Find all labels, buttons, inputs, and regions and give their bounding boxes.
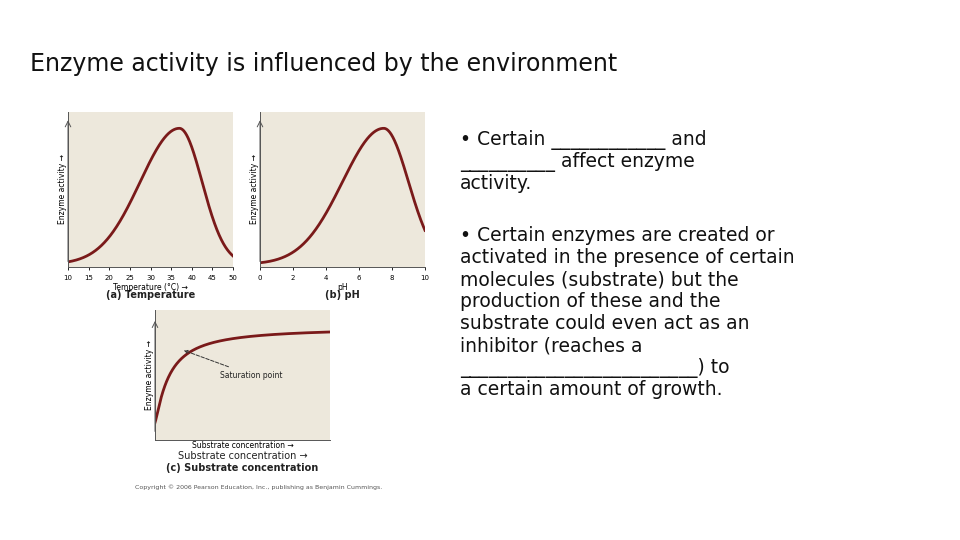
X-axis label: pH: pH	[337, 283, 348, 292]
Text: molecules (substrate) but the: molecules (substrate) but the	[460, 270, 738, 289]
Text: • Certain ____________ and: • Certain ____________ and	[460, 130, 707, 150]
FancyBboxPatch shape	[260, 112, 425, 267]
Text: activated in the presence of certain: activated in the presence of certain	[460, 248, 795, 267]
Text: (b) pH: (b) pH	[325, 290, 360, 300]
Text: a certain amount of growth.: a certain amount of growth.	[460, 380, 723, 399]
Text: __________ affect enzyme: __________ affect enzyme	[460, 152, 695, 172]
Text: • Certain enzymes are created or: • Certain enzymes are created or	[460, 226, 775, 245]
Text: inhibitor (reaches a: inhibitor (reaches a	[460, 336, 642, 355]
Y-axis label: Enzyme activity →: Enzyme activity →	[250, 154, 258, 225]
X-axis label: Temperature (°C) →: Temperature (°C) →	[113, 283, 188, 292]
Text: (a) Temperature: (a) Temperature	[106, 290, 195, 300]
Text: _________________________) to: _________________________) to	[460, 358, 730, 378]
FancyBboxPatch shape	[155, 310, 330, 440]
Y-axis label: Enzyme activity →: Enzyme activity →	[145, 340, 154, 410]
Text: production of these and the: production of these and the	[460, 292, 721, 311]
X-axis label: Substrate concentration →: Substrate concentration →	[192, 441, 294, 450]
Text: Substrate concentration →: Substrate concentration →	[178, 451, 307, 461]
Text: activity.: activity.	[460, 174, 532, 193]
FancyBboxPatch shape	[68, 112, 233, 267]
Text: substrate could even act as an: substrate could even act as an	[460, 314, 750, 333]
Text: (c) Substrate concentration: (c) Substrate concentration	[166, 463, 319, 473]
Text: Enzyme activity is influenced by the environment: Enzyme activity is influenced by the env…	[30, 52, 617, 76]
Y-axis label: Enzyme activity →: Enzyme activity →	[58, 154, 66, 225]
Text: Copyright © 2006 Pearson Education, Inc., publishing as Benjamin Cummings.: Copyright © 2006 Pearson Education, Inc.…	[135, 484, 382, 490]
Text: Saturation point: Saturation point	[185, 350, 282, 380]
